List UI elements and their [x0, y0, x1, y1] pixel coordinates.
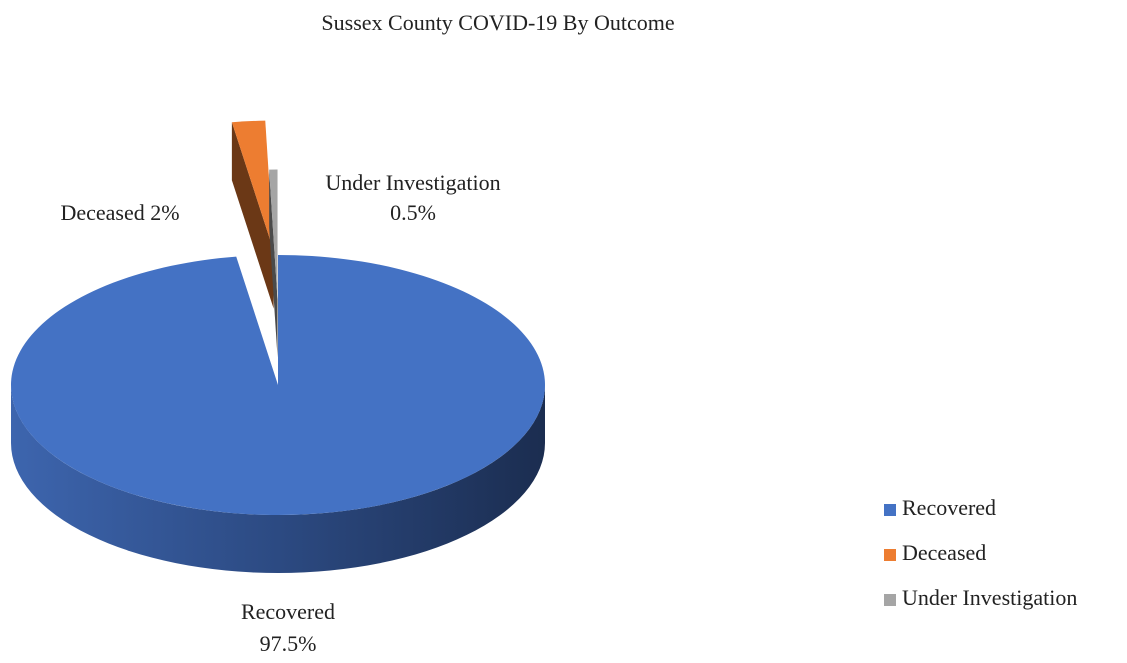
data-label-value: 2% — [150, 200, 179, 225]
data-label-value: 97.5% — [260, 631, 317, 656]
slice-top — [269, 169, 278, 300]
legend-swatch — [884, 504, 896, 516]
slice-side — [269, 169, 278, 358]
data-label-category: Deceased — [60, 200, 144, 225]
data-label: Deceased 2% — [60, 200, 179, 225]
slice-top — [11, 255, 546, 515]
slice — [269, 169, 278, 358]
slice-side — [231, 122, 274, 309]
slice-side — [11, 385, 545, 573]
slice — [231, 120, 274, 309]
legend-swatch — [884, 549, 896, 561]
chart-title: Sussex County COVID-19 By Outcome — [321, 10, 674, 35]
legend-swatch — [884, 594, 896, 606]
legend-label: Under Investigation — [902, 585, 1077, 610]
legend-label: Deceased — [902, 540, 986, 565]
legend-label: Recovered — [902, 495, 996, 520]
slice — [11, 255, 546, 573]
data-label-category: Recovered — [241, 599, 335, 624]
data-label-category: Under Investigation — [325, 170, 500, 195]
data-label-value: 0.5% — [390, 200, 436, 225]
slice-top — [231, 120, 274, 251]
